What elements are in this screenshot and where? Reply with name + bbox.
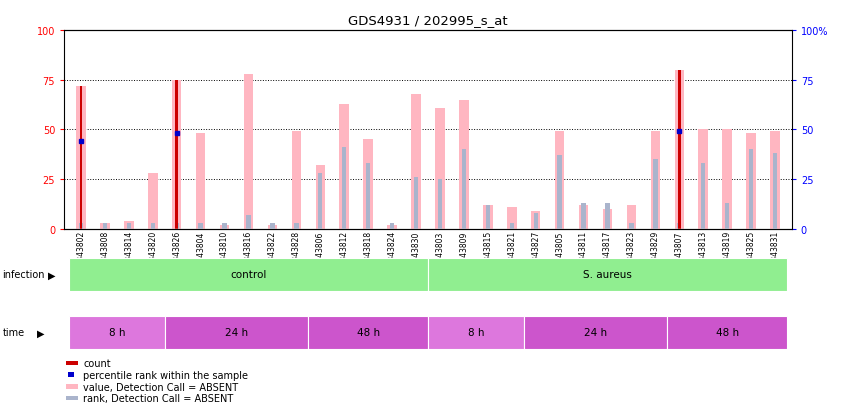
Bar [428,316,524,349]
Bar [79,223,83,229]
Bar [164,316,308,349]
Bar [627,205,636,229]
Text: infection: infection [3,270,45,280]
Text: S. aureus: S. aureus [583,270,632,280]
Bar [247,215,251,229]
Bar [435,108,445,229]
Bar [316,166,325,229]
Text: time: time [3,328,25,337]
Bar [414,178,419,229]
Bar [196,134,205,229]
Bar [531,211,540,229]
Bar [677,223,681,229]
Bar [507,207,516,229]
Bar [103,223,107,229]
Bar [524,316,668,349]
Bar [318,174,323,229]
Text: 48 h: 48 h [716,328,739,337]
Bar [270,223,275,229]
Bar [244,75,253,229]
Text: 8 h: 8 h [109,328,125,337]
Bar [364,140,373,229]
Bar [68,372,74,377]
Bar [557,156,562,229]
Bar [746,134,756,229]
Bar [342,148,347,229]
Bar [151,223,155,229]
Bar [69,258,428,291]
Bar [268,225,277,229]
Bar [366,164,371,229]
Bar [459,100,469,229]
Bar [461,150,466,229]
Text: GDS4931 / 202995_s_at: GDS4931 / 202995_s_at [348,14,508,27]
Bar [294,223,299,229]
Bar [80,86,82,229]
Text: 24 h: 24 h [225,328,248,337]
Bar [428,258,787,291]
Bar [675,71,684,229]
Bar [678,71,681,229]
Bar [124,221,134,229]
Bar [629,223,633,229]
Bar [770,132,780,229]
Bar [603,209,612,229]
Bar [172,81,181,229]
Text: percentile rank within the sample: percentile rank within the sample [83,370,248,380]
Bar [66,361,78,366]
Text: 24 h: 24 h [584,328,607,337]
Bar [390,223,395,229]
Text: control: control [230,270,267,280]
Bar [485,205,490,229]
Text: ▶: ▶ [48,270,56,280]
Bar [340,104,349,229]
Bar [701,164,705,229]
Text: 8 h: 8 h [467,328,484,337]
Text: ▶: ▶ [37,328,45,337]
Bar [483,205,492,229]
Text: rank, Detection Call = ABSENT: rank, Detection Call = ABSENT [83,393,234,403]
Bar [148,174,158,229]
Bar [223,223,227,229]
Bar [668,316,787,349]
Bar [66,385,78,389]
Bar [722,130,732,229]
Bar [66,396,78,400]
Bar [579,205,588,229]
Bar [605,204,609,229]
Bar [308,316,428,349]
Bar [773,154,777,229]
Bar [175,223,179,229]
Bar [411,95,421,229]
Bar [175,81,178,229]
Bar [127,223,131,229]
Bar [533,214,538,229]
Bar [199,223,203,229]
Bar [220,225,229,229]
Text: value, Detection Call = ABSENT: value, Detection Call = ABSENT [83,382,238,392]
Bar [555,132,564,229]
Bar [698,130,708,229]
Bar [100,223,110,229]
Bar [749,150,753,229]
Bar [292,132,301,229]
Text: 48 h: 48 h [357,328,380,337]
Bar [69,316,164,349]
Bar [76,86,86,229]
Bar [651,132,660,229]
Bar [581,204,586,229]
Bar [725,204,729,229]
Bar [653,160,657,229]
Bar [387,225,397,229]
Bar [509,223,514,229]
Text: count: count [83,358,110,368]
Bar [437,180,442,229]
